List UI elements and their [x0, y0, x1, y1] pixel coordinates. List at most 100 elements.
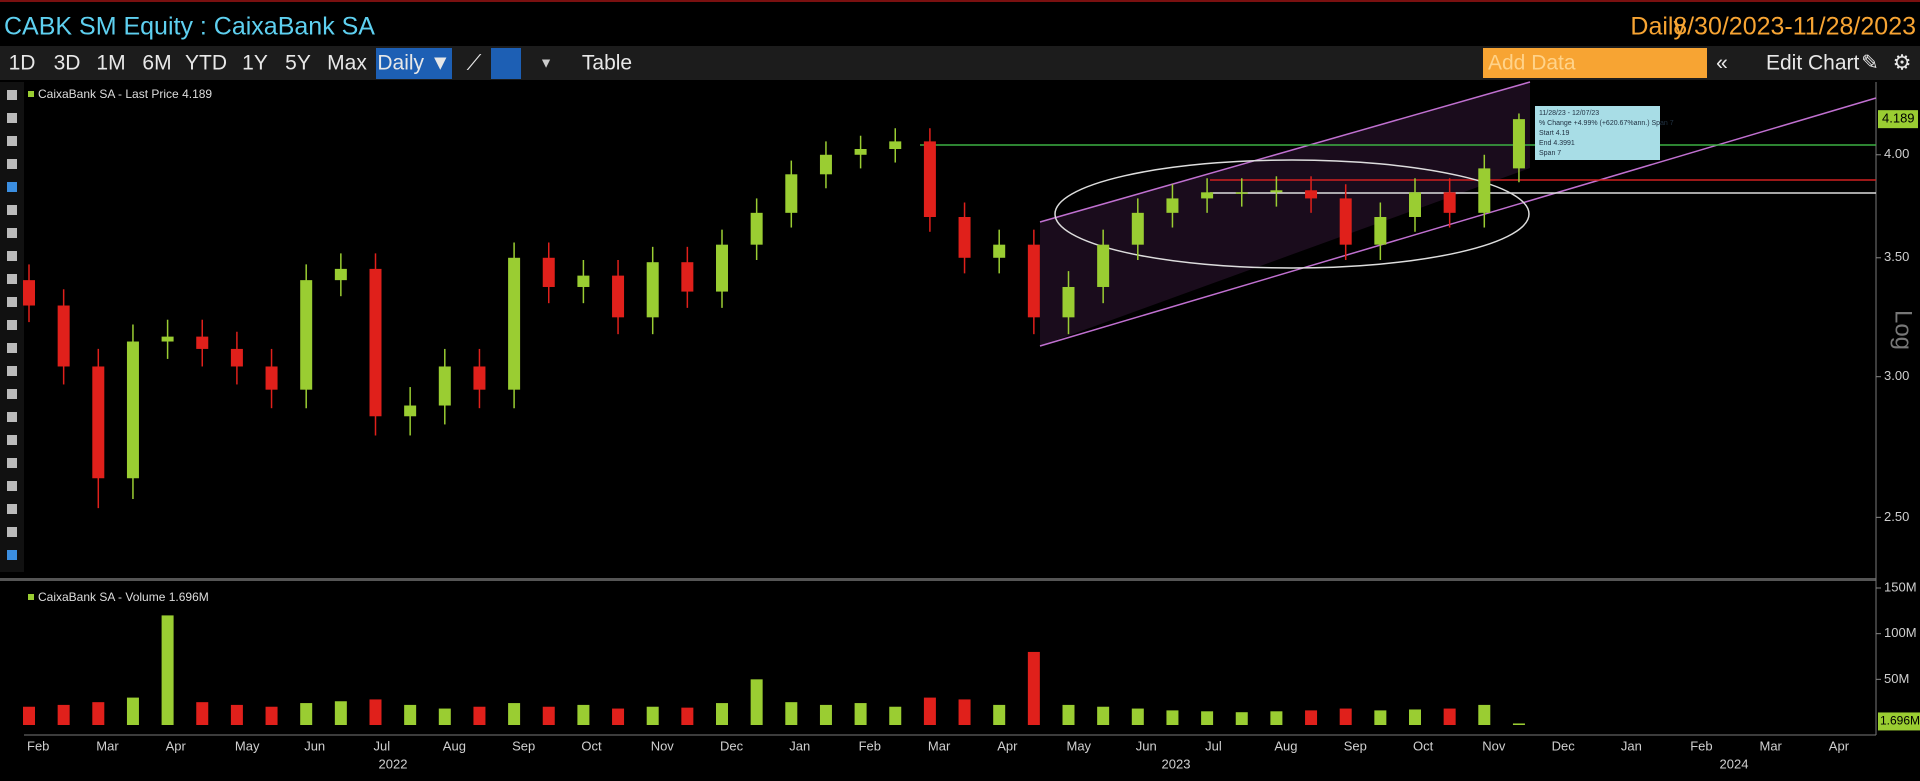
y-tick-label: 100M: [1884, 625, 1917, 640]
candle-body: [1374, 217, 1387, 245]
x-tick-label: May: [235, 738, 260, 753]
x-tick-label: Feb: [1690, 738, 1712, 753]
volume-bar: [1409, 709, 1421, 725]
candle-body: [923, 141, 936, 218]
table-button[interactable]: Table: [582, 52, 632, 75]
volume-bar: [1062, 704, 1075, 725]
candle-icon[interactable]: [491, 48, 521, 79]
x-tick-label: Nov: [651, 738, 675, 753]
range-button[interactable]: 5Y: [285, 52, 311, 75]
candle-body: [473, 366, 486, 390]
volume-bar: [750, 679, 763, 725]
candle-body: [161, 336, 174, 342]
range-button[interactable]: 1Y: [242, 52, 268, 75]
candle-body: [126, 341, 139, 479]
y-tick-label: 3.50: [1884, 249, 1909, 264]
candle-body: [612, 275, 625, 318]
tooltip-line: Span 7: [1539, 150, 1561, 157]
channel-upper: [1039, 81, 1531, 223]
candle-body: [577, 275, 590, 287]
x-tick-label: Jun: [304, 738, 325, 753]
volume-bar: [196, 702, 209, 725]
volume-bar: [612, 708, 625, 725]
x-tick-label: Aug: [1274, 738, 1297, 753]
volume-bar: [161, 615, 174, 725]
tooltip-line: 11/28/23 - 12/07/23: [1539, 110, 1599, 117]
candle-body: [1478, 168, 1491, 213]
range-button[interactable]: YTD: [185, 52, 227, 75]
candle-body: [1443, 192, 1456, 213]
x-tick-label: Feb: [27, 738, 49, 753]
volume-bar: [508, 703, 521, 725]
x-tick-label: Nov: [1482, 738, 1506, 753]
volume-bar: [993, 704, 1006, 725]
volume-bar: [681, 707, 694, 725]
x-tick-label: Feb: [859, 738, 881, 753]
y-tick-label: 3.00: [1884, 368, 1909, 383]
y-tick-label: 50M: [1884, 671, 1909, 686]
edit-icon[interactable]: ✎: [1861, 52, 1879, 75]
volume-bar: [1201, 711, 1214, 725]
tooltip-line: End 4.3991: [1539, 140, 1575, 147]
dropdown[interactable]: ▼: [539, 55, 553, 71]
year-label: 2022: [379, 756, 408, 771]
volume-bar: [716, 703, 728, 725]
x-tick-label: Apr: [997, 738, 1018, 753]
candle-body: [958, 217, 971, 258]
candle-body: [889, 141, 902, 150]
candle-body: [854, 149, 867, 155]
settings[interactable]: ⚙: [1893, 52, 1912, 75]
channel-lower: [1039, 97, 1877, 347]
legend-swatch: [28, 594, 34, 600]
x-tick-label: Aug: [443, 738, 466, 753]
candle-body: [196, 336, 209, 349]
price-legend: CaixaBank SA - Last Price 4.189: [38, 87, 212, 101]
y-tick-label: 2.50: [1884, 509, 1909, 524]
channel-fill: [1040, 82, 1530, 346]
frequency-button[interactable]: [376, 48, 452, 79]
candle-body: [1339, 198, 1352, 245]
add-data-input[interactable]: [1483, 48, 1707, 78]
ellipse: [1054, 159, 1530, 269]
volume-bar: [473, 706, 486, 725]
candle-body: [57, 305, 70, 367]
candle-body: [334, 268, 347, 281]
candle-body: [1062, 286, 1075, 318]
candle-body: [1131, 212, 1144, 245]
frequency-label[interactable]: Daily ▼: [377, 52, 450, 75]
volume-bar: [923, 697, 936, 725]
candle-body: [23, 280, 35, 306]
x-tick-label: Jan: [789, 738, 810, 753]
volume-bar: [23, 706, 35, 725]
collapse[interactable]: «: [1716, 52, 1728, 75]
x-tick-label: Jan: [1621, 738, 1642, 753]
candle-body: [1409, 192, 1421, 218]
volume-bar: [57, 704, 70, 725]
last-volume-tag: [1878, 712, 1920, 731]
period: Daily: [1630, 13, 1686, 41]
candle-body: [1166, 198, 1179, 213]
add-data-placeholder[interactable]: Add Data: [1488, 52, 1576, 75]
volume-bar: [230, 704, 243, 725]
candle-body: [542, 257, 555, 287]
candle-body: [265, 366, 278, 390]
volume-bar: [889, 706, 902, 725]
volume-bar: [334, 701, 347, 725]
edit-chart[interactable]: Edit Chart: [1766, 52, 1860, 75]
volume-bar: [1166, 710, 1179, 725]
volume-bar: [1305, 710, 1318, 725]
top-strip: [0, 0, 1920, 2]
range-button[interactable]: 6M: [142, 52, 171, 75]
tooltip-line: % Change +4.99% (+620.67%ann.) Span 7: [1539, 120, 1674, 127]
range-button[interactable]: 3D: [54, 52, 81, 75]
range-button[interactable]: Max: [327, 52, 367, 75]
candle-body: [1027, 244, 1040, 318]
x-tick-label: Apr: [166, 738, 187, 753]
range-button[interactable]: 1D: [9, 52, 36, 75]
range-button[interactable]: 1M: [96, 52, 125, 75]
x-tick-label: Mar: [96, 738, 119, 753]
line-icon[interactable]: ⟋: [467, 52, 482, 75]
volume-bar: [819, 704, 832, 725]
candle-body: [646, 262, 659, 318]
